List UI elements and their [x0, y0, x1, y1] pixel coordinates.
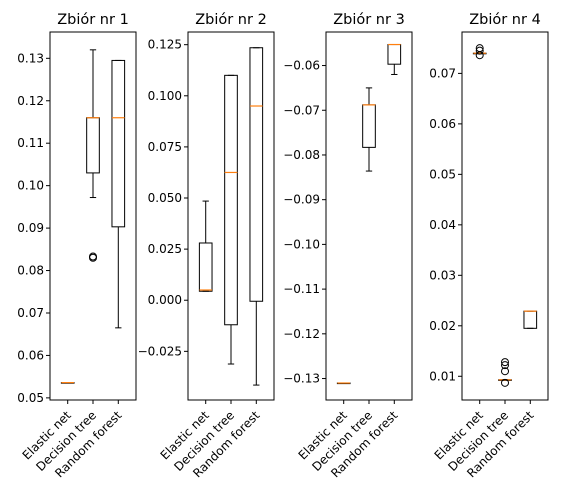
box-body [111, 59, 126, 228]
y-tick-label: 0.075 [148, 140, 182, 154]
flier-point [501, 361, 509, 370]
box-2 [498, 358, 512, 387]
subplot-title: Zbiór nr 2 [195, 12, 267, 28]
box-body [86, 117, 100, 174]
box-3 [249, 47, 264, 386]
y-tick-label: 0.13 [17, 51, 44, 65]
box-1 [472, 44, 487, 60]
flier-point [89, 252, 97, 261]
y-tick-label: 0.07 [17, 306, 44, 320]
y-tick-label: 0.05 [429, 167, 456, 181]
y-tick-label: 0.025 [148, 242, 182, 256]
box-body [362, 104, 376, 148]
subplot-title: Zbiór nr 4 [469, 12, 541, 28]
box-1 [198, 200, 213, 292]
box-2 [224, 74, 238, 365]
subplot-2: Zbiór nr 2 −0.025 0.000 0.025 0.050 0.075 0.10… [138, 12, 275, 480]
y-tick-label: −0.09 [283, 193, 320, 207]
y-tick-label: 0.05 [17, 391, 44, 405]
y-tick-label: −0.07 [283, 103, 320, 117]
y-tick-label: 0.03 [429, 268, 456, 282]
y-tick-label: −0.13 [283, 372, 320, 386]
box-1 [336, 382, 351, 385]
y-tick-label: −0.11 [283, 282, 320, 296]
axes-frame [461, 31, 549, 401]
y-tick-label: −0.12 [283, 327, 320, 341]
axes-frame [325, 31, 413, 401]
y-tick-label: 0.100 [148, 89, 182, 103]
subplot-1: Zbiór nr 1 0.05 0.06 0.07 0.08 0.09 0.10 0.11 0.… [17, 12, 137, 480]
y-tick-label: 0.08 [17, 264, 44, 278]
y-tick-label: −0.08 [283, 148, 320, 162]
box-2 [86, 49, 100, 262]
y-tick-label: 0.01 [429, 369, 456, 383]
y-tick-label: 0.10 [17, 179, 44, 193]
box-2 [362, 87, 376, 172]
y-tick-label: 0.07 [429, 66, 456, 80]
y-tick-label: 0.12 [17, 94, 44, 108]
box-body [224, 74, 238, 326]
y-tick-label: 0.06 [17, 348, 44, 362]
box-body [198, 242, 213, 292]
flier-point [501, 378, 509, 387]
box-3 [111, 59, 126, 329]
flier-point [475, 51, 484, 60]
y-tick-label: 0.125 [148, 38, 182, 52]
flier-point [501, 367, 509, 376]
box-3 [387, 43, 402, 75]
flier-point [475, 46, 484, 55]
subplot-title: Zbiór nr 3 [333, 12, 405, 28]
box-3 [523, 310, 538, 329]
y-tick-label: 0.09 [17, 221, 44, 235]
y-tick-label: −0.10 [283, 237, 320, 251]
y-tick-label: −0.025 [138, 344, 182, 358]
y-tick-label: 0.04 [429, 218, 456, 232]
subplot-4: Zbiór nr 40.010.020.030.040.050.060.07El… [429, 12, 549, 480]
box-body [523, 310, 538, 329]
box-1 [60, 381, 75, 384]
y-tick-label: 0.06 [429, 117, 456, 131]
box-body [387, 44, 402, 65]
y-tick-label: 0.02 [429, 319, 456, 333]
box-body [249, 47, 264, 302]
subplot-3: Zbiór nr 3 −0.06 −0.07 −0.08 −0.09 −0.10 −0.11… [283, 12, 413, 480]
y-tick-label: 0.11 [17, 136, 44, 150]
y-tick-label: −0.06 [283, 59, 320, 73]
y-tick-label: 0.050 [148, 191, 182, 205]
subplot-title: Zbiór nr 1 [57, 12, 129, 28]
flier-point [501, 358, 509, 367]
y-tick-label: 0.000 [148, 293, 182, 307]
